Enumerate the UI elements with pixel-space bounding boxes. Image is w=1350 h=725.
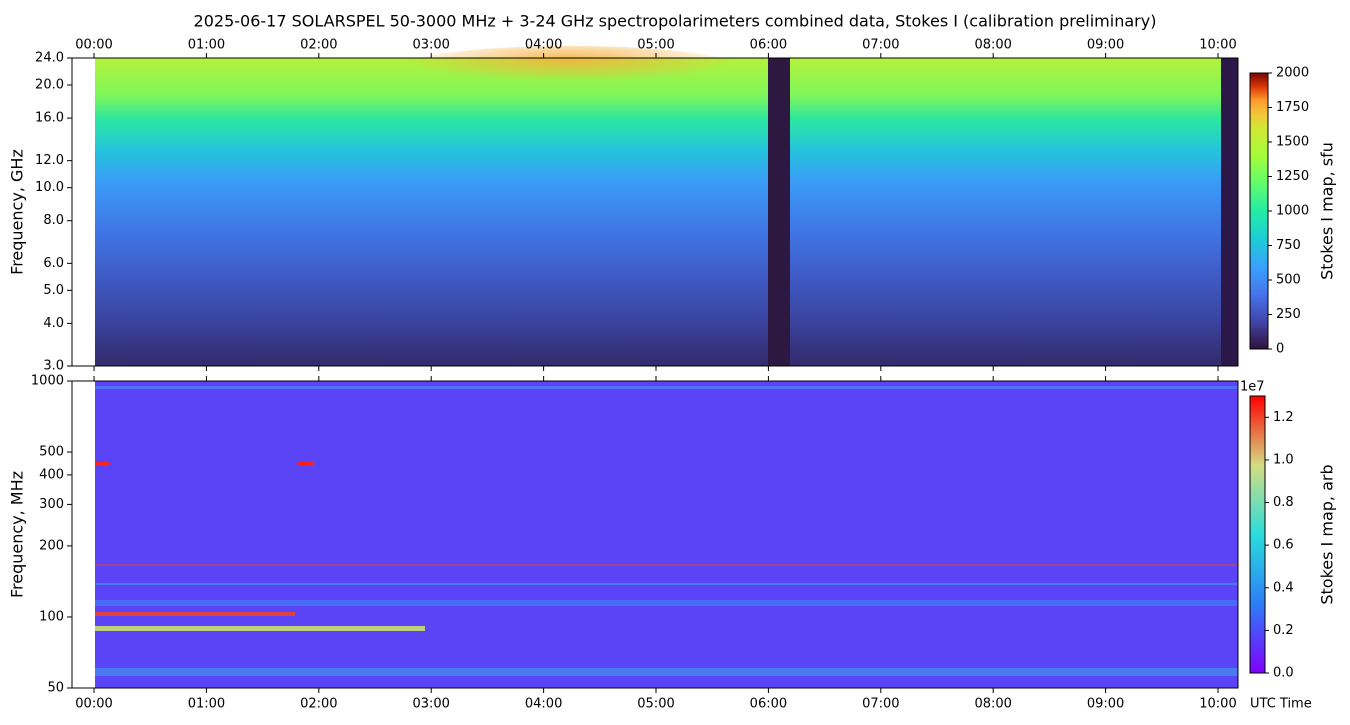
y-tick-label: 10.0 [35, 180, 64, 195]
y-tick-label: 8.0 [43, 213, 64, 228]
colorbar-tick-label: 0.0 [1273, 666, 1294, 681]
colorbar-tick-label: 1500 [1276, 135, 1309, 150]
y-tick-label: 300 [39, 497, 64, 512]
colorbar-tick-label: 0.8 [1273, 495, 1294, 510]
x-tick-label: 07:00 [862, 697, 899, 712]
colorbar-tick-label: 0.6 [1273, 538, 1294, 553]
x-axis-label: UTC Time [1250, 697, 1312, 712]
y-tick-label: 50 [47, 681, 64, 696]
y-tick-label: 24.0 [35, 51, 64, 66]
x-tick-label: 06:00 [750, 38, 787, 53]
colorbar-tick-label: 1.2 [1273, 410, 1294, 425]
spectrogram-top [95, 46, 1238, 366]
x-tick-label: 03:00 [412, 38, 449, 53]
x-tick-label: 10:00 [1199, 38, 1236, 53]
colorbar-tick-label: 0 [1276, 342, 1284, 357]
x-tick-label: 02:00 [300, 697, 337, 712]
colorbar-tick-label: 1.0 [1273, 452, 1294, 467]
y-tick-label: 4.0 [43, 316, 64, 331]
x-tick-label: 04:00 [525, 697, 562, 712]
y-tick-label: 5.0 [43, 283, 64, 298]
colorbar-tick-label: 0.4 [1273, 580, 1294, 595]
colorbar-label: Stokes I map, arb [1318, 464, 1337, 604]
x-tick-label: 02:00 [300, 38, 337, 53]
y-tick-label: 200 [39, 538, 64, 553]
x-tick-label: 09:00 [1087, 697, 1124, 712]
colorbar [1249, 395, 1266, 674]
x-tick-label: 00:00 [75, 697, 112, 712]
x-tick-label: 08:00 [974, 38, 1011, 53]
x-tick-label: 10:00 [1199, 697, 1236, 712]
y-tick-label: 100 [39, 609, 64, 624]
y-tick-label: 12.0 [35, 153, 64, 168]
y-axis-label: Frequency, MHz [8, 471, 27, 598]
x-tick-label: 03:00 [412, 697, 449, 712]
x-tick-label: 08:00 [974, 697, 1011, 712]
colorbar-tick-label: 1000 [1276, 204, 1309, 219]
y-tick-label: 400 [39, 467, 64, 482]
x-tick-label: 04:00 [525, 38, 562, 53]
y-tick-label: 16.0 [35, 111, 64, 126]
colorbar-tick-label: 1750 [1276, 100, 1309, 115]
y-tick-label: 500 [39, 445, 64, 460]
x-tick-label: 06:00 [750, 697, 787, 712]
y-tick-label: 20.0 [35, 78, 64, 93]
x-tick-label: 09:00 [1087, 38, 1124, 53]
colorbar-tick-label: 250 [1276, 307, 1301, 322]
axes-frame [71, 380, 1239, 689]
y-tick-label: 3.0 [43, 359, 64, 374]
colorbar-label: Stokes I map, sfu [1318, 142, 1337, 280]
x-tick-label: 01:00 [188, 38, 225, 53]
colorbar-tick-label: 0.2 [1273, 623, 1294, 638]
x-tick-label: 00:00 [75, 38, 112, 53]
x-tick-label: 05:00 [637, 38, 674, 53]
colorbar-tick-label: 1250 [1276, 169, 1309, 184]
y-tick-label: 6.0 [43, 256, 64, 271]
chart-title: 2025-06-17 SOLARSPEL 50-3000 MHz + 3-24 … [194, 12, 1157, 31]
axes-frame [71, 57, 1239, 367]
colorbar-tick-label: 750 [1276, 238, 1301, 253]
colorbar-tick-label: 500 [1276, 273, 1301, 288]
x-tick-label: 07:00 [862, 38, 899, 53]
y-tick-label: 1000 [31, 374, 64, 389]
x-tick-label: 01:00 [188, 697, 225, 712]
colorbar [1249, 72, 1269, 350]
colorbar-offset: 1e7 [1240, 380, 1265, 395]
x-tick-label: 05:00 [637, 697, 674, 712]
y-axis-label: Frequency, GHz [8, 149, 27, 275]
colorbar-tick-label: 2000 [1276, 66, 1309, 81]
spectrogram-bottom [95, 381, 1238, 688]
